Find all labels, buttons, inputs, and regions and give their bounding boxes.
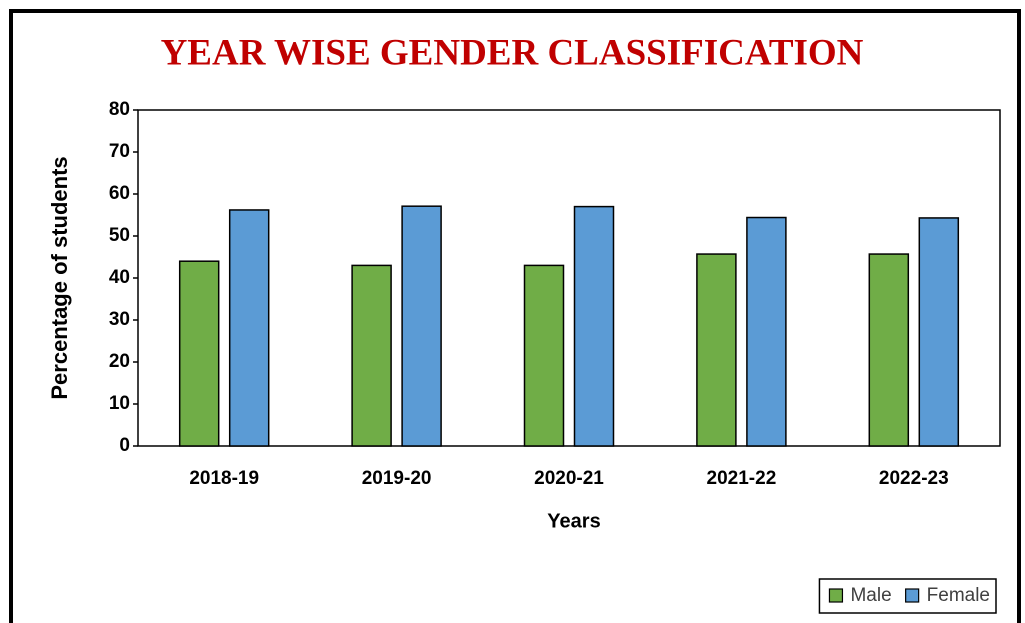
legend-label: Female [927, 585, 990, 606]
x-tick-label: 2019-20 [362, 468, 432, 489]
legend: Male Female [818, 578, 997, 614]
legend-label: Male [850, 585, 891, 606]
x-axis-label: Years [547, 510, 600, 532]
plot-area [137, 109, 1001, 447]
y-tick-label: 0 [119, 435, 130, 456]
bar [523, 264, 565, 447]
x-tick-label: 2022-23 [879, 468, 949, 489]
y-tick-label: 30 [109, 309, 130, 330]
bar [178, 260, 220, 447]
y-axis-label: Percentage of students [47, 156, 72, 399]
bar [868, 253, 910, 447]
bar [918, 217, 960, 447]
y-tick-label: 70 [109, 141, 130, 162]
bar [573, 205, 615, 447]
legend-swatch [828, 588, 844, 603]
bar [696, 253, 737, 447]
y-tick-label: 50 [109, 225, 130, 246]
y-tick-label: 40 [109, 267, 130, 288]
y-tick-label: 60 [109, 183, 130, 204]
bar [746, 216, 787, 447]
y-tick-label: 10 [109, 393, 130, 414]
x-tick-label: 2020-21 [534, 468, 604, 489]
bar [228, 209, 270, 447]
x-tick-label: 2018-19 [189, 468, 259, 489]
bar [351, 264, 392, 447]
y-tick-label: 80 [109, 99, 130, 120]
y-tick-label: 20 [109, 351, 130, 372]
chart-title: YEAR WISE GENDER CLASSIFICATION [161, 32, 864, 73]
legend-swatch [905, 588, 920, 603]
bar [401, 205, 442, 447]
x-tick-label: 2021-22 [707, 468, 777, 489]
